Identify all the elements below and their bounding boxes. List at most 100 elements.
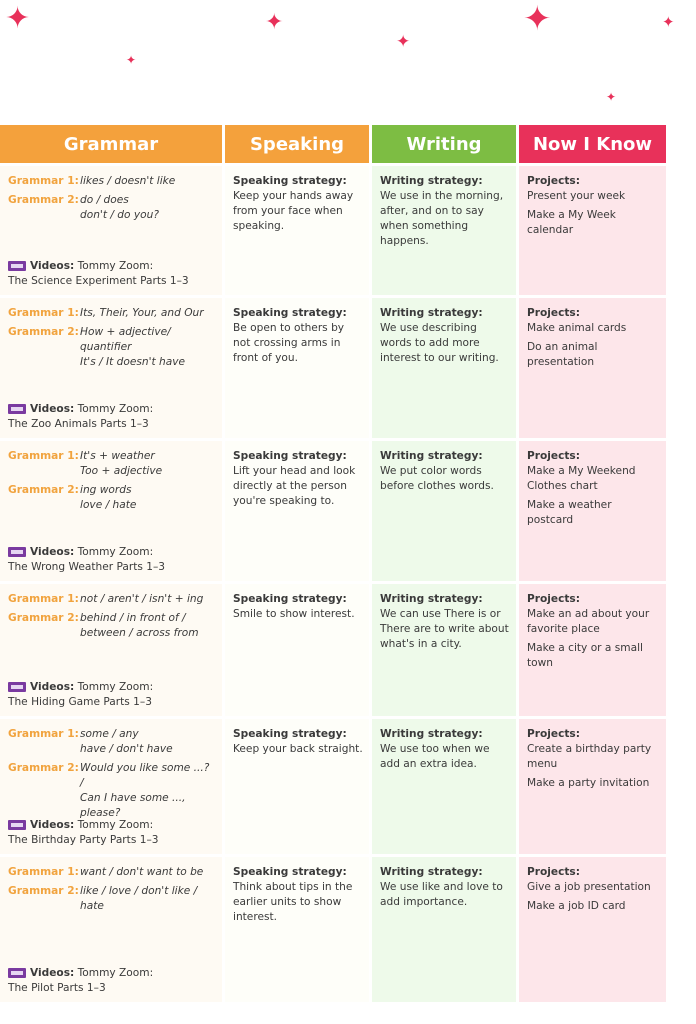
header-speaking: Speaking <box>225 125 372 163</box>
videos-text: Tommy Zoom: The Pilot Parts 1–3 <box>8 967 154 994</box>
speaking-heading: Speaking strategy: <box>233 593 347 605</box>
speaking-heading: Speaking strategy: <box>233 866 347 878</box>
speaking-heading: Speaking strategy: <box>233 307 347 319</box>
writing-strategy: We use describing words to add more inte… <box>380 322 499 364</box>
grammar-label: Grammar 1: <box>8 593 79 605</box>
grammar-point: Grammar 2: behind / in front of / between… <box>8 611 216 641</box>
writing-heading: Writing strategy: <box>380 866 483 878</box>
writing-cell: Writing strategy: We use in the morning,… <box>372 166 519 295</box>
grammar-label: Grammar 1: <box>8 307 79 319</box>
projects-heading: Projects: <box>527 728 580 740</box>
sparkle-icon: ✦ <box>265 10 284 35</box>
grammar-label: Grammar 2: <box>8 885 79 897</box>
video-icon <box>8 682 26 692</box>
videos-block: Videos: Tommy Zoom: The Zoo Animals Part… <box>8 402 153 432</box>
grammar-text: likes / doesn't like <box>80 175 176 187</box>
speaking-strategy: Smile to show interest. <box>233 608 355 620</box>
header-now-i-know: Now I Know <box>519 125 666 163</box>
grammar-text: want / don't want to be <box>80 866 204 878</box>
videos-text: Tommy Zoom: The Hiding Game Parts 1–3 <box>8 681 154 708</box>
sparkle-icon: ✦ <box>126 53 137 67</box>
writing-cell: Writing strategy: We use like and love t… <box>372 857 519 1002</box>
sparkle-icon: ✦ <box>606 90 617 104</box>
projects-heading: Projects: <box>527 866 580 878</box>
grammar-label: Grammar 1: <box>8 175 79 187</box>
table-row: Grammar 1: some / any have / don't have Gr… <box>0 716 666 854</box>
grammar-point: Grammar 2: Would you like some ...? / Can… <box>8 761 216 821</box>
project-item: Make a job ID card <box>527 900 626 912</box>
video-icon <box>8 261 26 271</box>
grammar-text: not / aren't / isn't + ing <box>80 593 204 605</box>
grammar-label: Grammar 1: <box>8 728 79 740</box>
videos-block: Videos: Tommy Zoom: The Science Experime… <box>8 259 189 289</box>
speaking-cell: Speaking strategy: Keep your back straig… <box>225 719 372 854</box>
project-item: Make a My Weekend Clothes chart <box>527 465 636 492</box>
writing-cell: Writing strategy: We can use There is or… <box>372 584 519 716</box>
projects-cell: Projects: Create a birthday party menu Mak… <box>519 719 666 854</box>
projects-cell: Projects: Make an ad about your favorite … <box>519 584 666 716</box>
grammar-label: Grammar 2: <box>8 484 79 496</box>
sparkle-icon: ✦ <box>523 0 552 39</box>
projects-cell: Projects: Make a My Weekend Clothes chart… <box>519 441 666 581</box>
grammar-text: Would you like some ...? / Can I have so… <box>80 762 210 819</box>
video-icon <box>8 820 26 830</box>
speaking-strategy: Think about tips in the earlier units to… <box>233 881 353 923</box>
grammar-cell: Grammar 1: want / don't want to be Grammar… <box>0 857 225 1002</box>
writing-heading: Writing strategy: <box>380 450 483 462</box>
grammar-label: Grammar 2: <box>8 762 79 774</box>
speaking-cell: Speaking strategy: Be open to others by … <box>225 298 372 438</box>
project-item: Make an ad about your favorite place <box>527 608 650 635</box>
grammar-text: ing words love / hate <box>80 484 137 511</box>
writing-heading: Writing strategy: <box>380 593 483 605</box>
project-item: Make a city or a small town <box>527 642 643 669</box>
grammar-point: Grammar 1: It's + weather Too + adjective <box>8 449 216 479</box>
grammar-cell: Grammar 1: likes / doesn't like Grammar 2:… <box>0 166 225 295</box>
project-item: Give a job presentation <box>527 881 651 893</box>
videos-label: Videos: <box>30 819 75 831</box>
table-row: Grammar 1: not / aren't / isn't + ing Gram… <box>0 581 666 716</box>
speaking-cell: Speaking strategy: Smile to show interes… <box>225 584 372 716</box>
grammar-point: Grammar 1: not / aren't / isn't + ing <box>8 592 216 607</box>
table-row: Grammar 1: It's + weather Too + adjective… <box>0 438 666 581</box>
grammar-text: How + adjective/ quantifier It's / It do… <box>80 326 186 368</box>
grammar-cell: Grammar 1: some / any have / don't have Gr… <box>0 719 225 854</box>
speaking-cell: Speaking strategy: Lift your head and lo… <box>225 441 372 581</box>
grammar-text: do / does don't / do you? <box>80 194 159 221</box>
videos-text: Tommy Zoom: The Science Experiment Parts… <box>8 260 189 287</box>
projects-heading: Projects: <box>527 307 580 319</box>
grammar-point: Grammar 1: likes / doesn't like <box>8 174 216 189</box>
projects-heading: Projects: <box>527 593 580 605</box>
grammar-cell: Grammar 1: not / aren't / isn't + ing Gram… <box>0 584 225 716</box>
writing-cell: Writing strategy: We use too when we add… <box>372 719 519 854</box>
syllabus-table: Grammar Speaking Writing Now I Know Gram… <box>0 125 666 1002</box>
writing-cell: Writing strategy: We put color words bef… <box>372 441 519 581</box>
table-row: Grammar 1: likes / doesn't like Grammar 2:… <box>0 163 666 295</box>
videos-block: Videos: Tommy Zoom: The Hiding Game Part… <box>8 680 153 710</box>
videos-label: Videos: <box>30 681 75 693</box>
video-icon <box>8 968 26 978</box>
grammar-text: It's + weather Too + adjective <box>80 450 163 477</box>
writing-heading: Writing strategy: <box>380 728 483 740</box>
project-item: Make a My Week calendar <box>527 209 616 236</box>
videos-block: Videos: Tommy Zoom: The Birthday Party P… <box>8 818 159 848</box>
grammar-text: like / love / don't like / hate <box>80 885 198 912</box>
project-item: Make a weather postcard <box>527 499 612 526</box>
videos-text: Tommy Zoom: The Wrong Weather Parts 1–3 <box>8 546 166 573</box>
grammar-text: behind / in front of / between / across … <box>80 612 199 639</box>
project-item: Present your week <box>527 190 626 202</box>
grammar-point: Grammar 2: ing words love / hate <box>8 483 216 513</box>
project-item: Make animal cards <box>527 322 627 334</box>
header-writing: Writing <box>372 125 519 163</box>
grammar-label: Grammar 2: <box>8 326 79 338</box>
project-item: Make a party invitation <box>527 777 650 789</box>
grammar-label: Grammar 1: <box>8 866 79 878</box>
writing-strategy: We use in the morning, after, and on to … <box>380 190 504 247</box>
sparkle-icon: ✦ <box>5 1 31 36</box>
projects-heading: Projects: <box>527 175 580 187</box>
sparkle-icon: ✦ <box>396 32 411 52</box>
grammar-point: Grammar 2: How + adjective/ quantifier It… <box>8 325 216 370</box>
video-icon <box>8 404 26 414</box>
videos-block: Videos: Tommy Zoom: The Wrong Weather Pa… <box>8 545 165 575</box>
grammar-point: Grammar 2: like / love / don't like / hat… <box>8 884 216 914</box>
speaking-heading: Speaking strategy: <box>233 728 347 740</box>
